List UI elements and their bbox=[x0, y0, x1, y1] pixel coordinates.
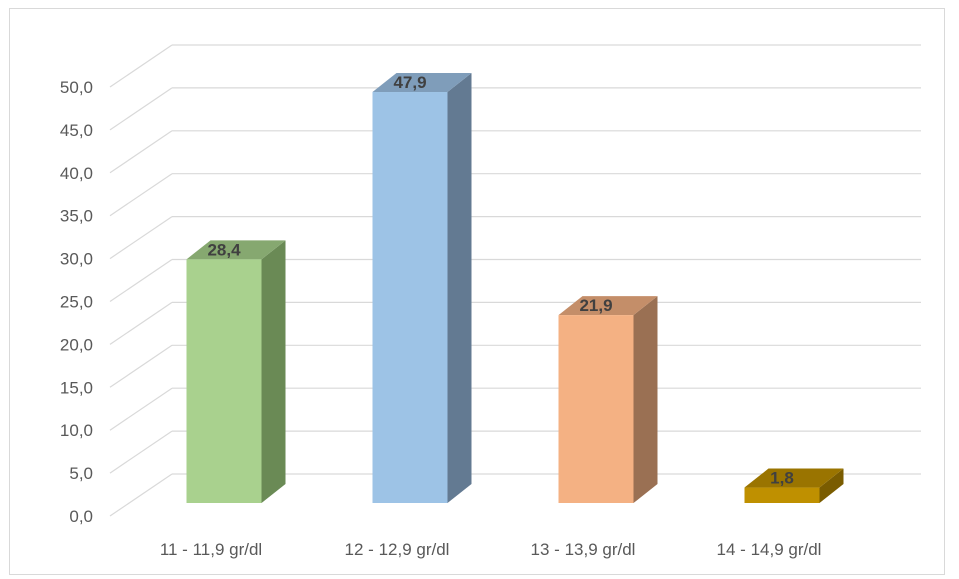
bar-top bbox=[372, 73, 472, 93]
y-tick-label: 15,0 bbox=[60, 378, 93, 397]
y-axis-tick-labels: 0,0 5,0 10,0 15,0 20,0 25,0 30,0 35,0 40,0 45,0 50… bbox=[60, 78, 93, 526]
bar-top bbox=[558, 296, 658, 316]
bar-front bbox=[558, 315, 634, 503]
data-label: 1,8 bbox=[770, 469, 794, 488]
y-tick-label: 10,0 bbox=[60, 421, 93, 440]
gridline-diagonal bbox=[109, 173, 173, 217]
bar-side bbox=[261, 240, 286, 503]
data-label: 47,9 bbox=[393, 73, 426, 92]
bar bbox=[558, 296, 658, 503]
bar-side bbox=[447, 73, 472, 503]
bar bbox=[372, 73, 472, 503]
data-labels: 28,4 47,9 21,9 1,8 bbox=[207, 73, 793, 488]
bar-layer bbox=[186, 73, 844, 503]
y-tick-label: 0,0 bbox=[69, 507, 93, 526]
y-tick-label: 40,0 bbox=[60, 164, 93, 183]
bar-side bbox=[819, 468, 844, 503]
y-tick-label: 25,0 bbox=[60, 293, 93, 312]
x-category-label: 14 - 14,9 gr/dl bbox=[717, 540, 822, 559]
x-category-label: 12 - 12,9 gr/dl bbox=[345, 540, 450, 559]
x-category-label: 11 - 11,9 gr/dl bbox=[160, 540, 262, 559]
bar bbox=[744, 468, 844, 503]
gridline-diagonal bbox=[109, 387, 173, 431]
gridline-diagonal bbox=[109, 473, 173, 517]
y-tick-label: 5,0 bbox=[69, 464, 93, 483]
gridline-diagonal bbox=[109, 44, 173, 88]
y-tick-label: 50,0 bbox=[60, 78, 93, 97]
bar-side bbox=[633, 296, 658, 503]
gridline-diagonal bbox=[109, 216, 173, 260]
gridline-diagonal bbox=[109, 430, 173, 474]
gridline-diagonal bbox=[109, 301, 173, 345]
data-label: 21,9 bbox=[579, 296, 612, 315]
bar-front bbox=[744, 487, 820, 503]
x-axis-category-labels: 11 - 11,9 gr/dl 12 - 12,9 gr/dl 13 - 13,9 … bbox=[160, 540, 822, 559]
y-tick-label: 45,0 bbox=[60, 121, 93, 140]
bar bbox=[186, 240, 286, 503]
y-tick-label: 35,0 bbox=[60, 207, 93, 226]
bar-top bbox=[186, 240, 286, 260]
bar-top bbox=[744, 468, 844, 488]
data-label: 28,4 bbox=[207, 240, 241, 259]
bar-front bbox=[372, 92, 448, 503]
gridline-diagonal bbox=[109, 87, 173, 131]
gridline-diagonal bbox=[109, 130, 173, 174]
gridline-diagonal bbox=[109, 344, 173, 388]
grid-layer bbox=[109, 44, 921, 517]
y-tick-label: 30,0 bbox=[60, 250, 93, 269]
gridline-diagonal bbox=[109, 259, 173, 302]
x-category-label: 13 - 13,9 gr/dl bbox=[531, 540, 636, 559]
y-tick-label: 20,0 bbox=[60, 335, 93, 354]
bar-front bbox=[186, 259, 262, 503]
